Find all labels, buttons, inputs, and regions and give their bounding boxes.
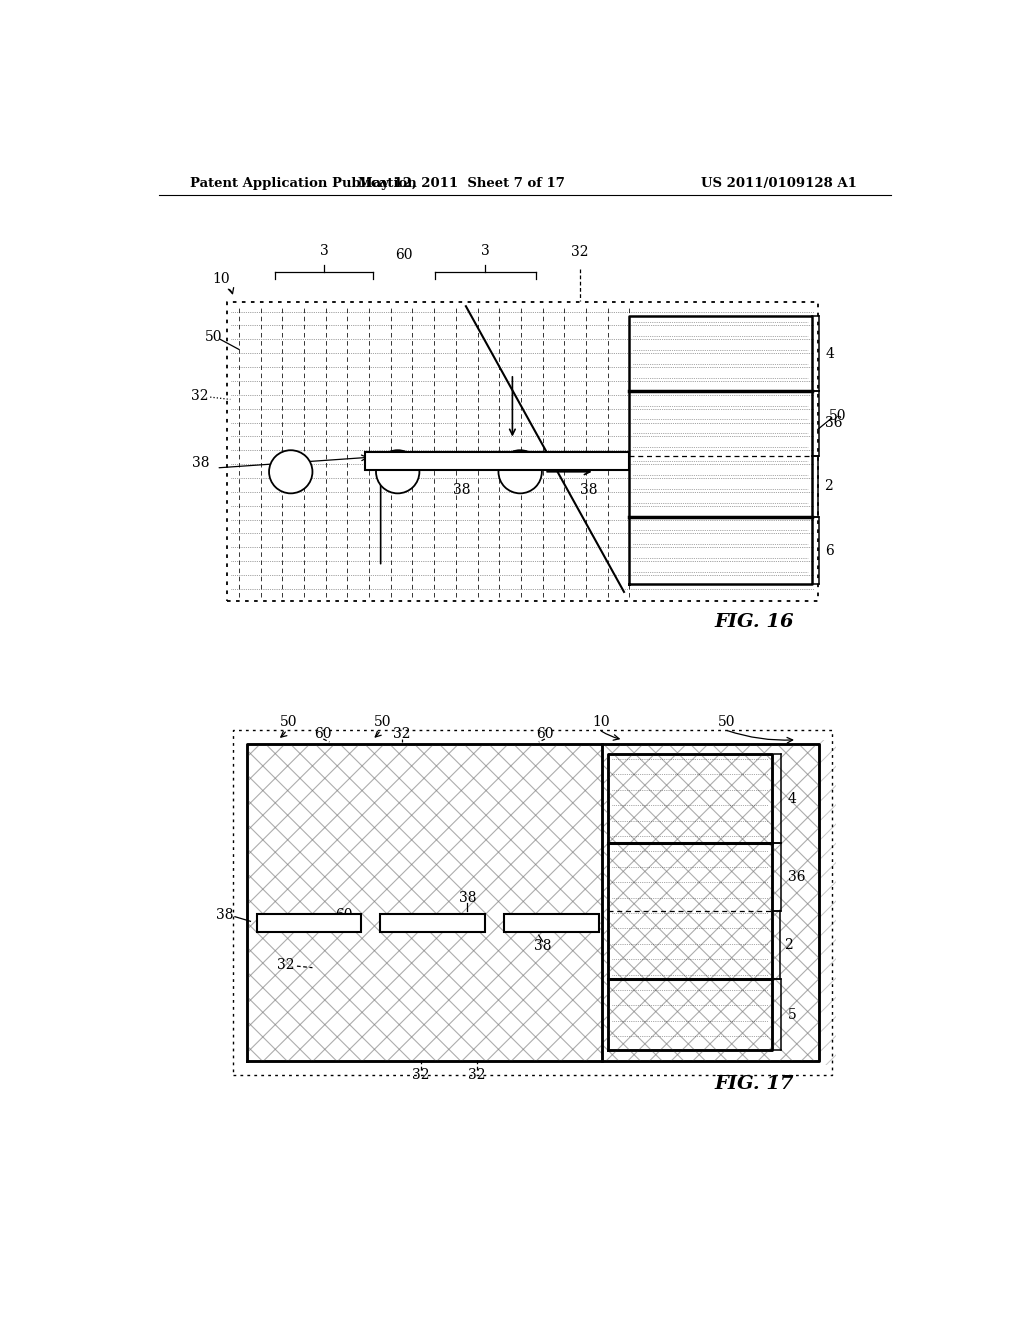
Text: 5: 5	[787, 1007, 797, 1022]
Text: 38: 38	[459, 891, 476, 906]
Polygon shape	[366, 451, 629, 470]
Text: 36: 36	[825, 416, 843, 430]
Polygon shape	[380, 913, 485, 932]
Text: 2: 2	[824, 479, 833, 494]
Text: 32: 32	[571, 246, 589, 259]
Circle shape	[269, 450, 312, 494]
Text: 3: 3	[481, 244, 489, 257]
Polygon shape	[504, 913, 599, 932]
Text: Patent Application Publication: Patent Application Publication	[190, 177, 417, 190]
Text: 50: 50	[829, 409, 847, 424]
Polygon shape	[257, 913, 361, 932]
Text: May 12, 2011  Sheet 7 of 17: May 12, 2011 Sheet 7 of 17	[357, 177, 564, 190]
Text: 60: 60	[395, 248, 413, 263]
Circle shape	[376, 450, 420, 494]
Text: 50: 50	[718, 715, 735, 729]
Text: 32: 32	[191, 388, 209, 403]
Text: FIG. 17: FIG. 17	[715, 1074, 794, 1093]
Text: 38: 38	[534, 939, 551, 953]
Text: 6: 6	[825, 544, 835, 558]
Text: 3: 3	[319, 244, 329, 257]
Text: 36: 36	[787, 870, 805, 884]
Text: 38: 38	[454, 483, 471, 498]
Text: 32: 32	[468, 1068, 485, 1081]
Text: 4: 4	[787, 792, 797, 805]
Text: 10: 10	[212, 272, 229, 286]
Text: 32: 32	[278, 958, 295, 973]
Text: 60: 60	[314, 727, 332, 742]
Text: 50: 50	[280, 715, 297, 729]
Text: 60: 60	[537, 727, 554, 742]
Text: 60: 60	[335, 908, 352, 923]
Text: 38: 38	[216, 908, 233, 923]
Text: 50: 50	[374, 715, 391, 729]
Text: 38: 38	[191, 455, 209, 470]
Text: 38: 38	[580, 483, 597, 498]
Text: 4: 4	[825, 347, 835, 360]
Text: 10: 10	[592, 715, 609, 729]
Text: 50: 50	[205, 330, 222, 345]
Text: 2: 2	[784, 939, 794, 952]
Circle shape	[499, 450, 542, 494]
Text: US 2011/0109128 A1: US 2011/0109128 A1	[700, 177, 856, 190]
Text: 32: 32	[413, 1068, 430, 1081]
Text: 32: 32	[393, 727, 411, 742]
Text: FIG. 16: FIG. 16	[715, 612, 794, 631]
